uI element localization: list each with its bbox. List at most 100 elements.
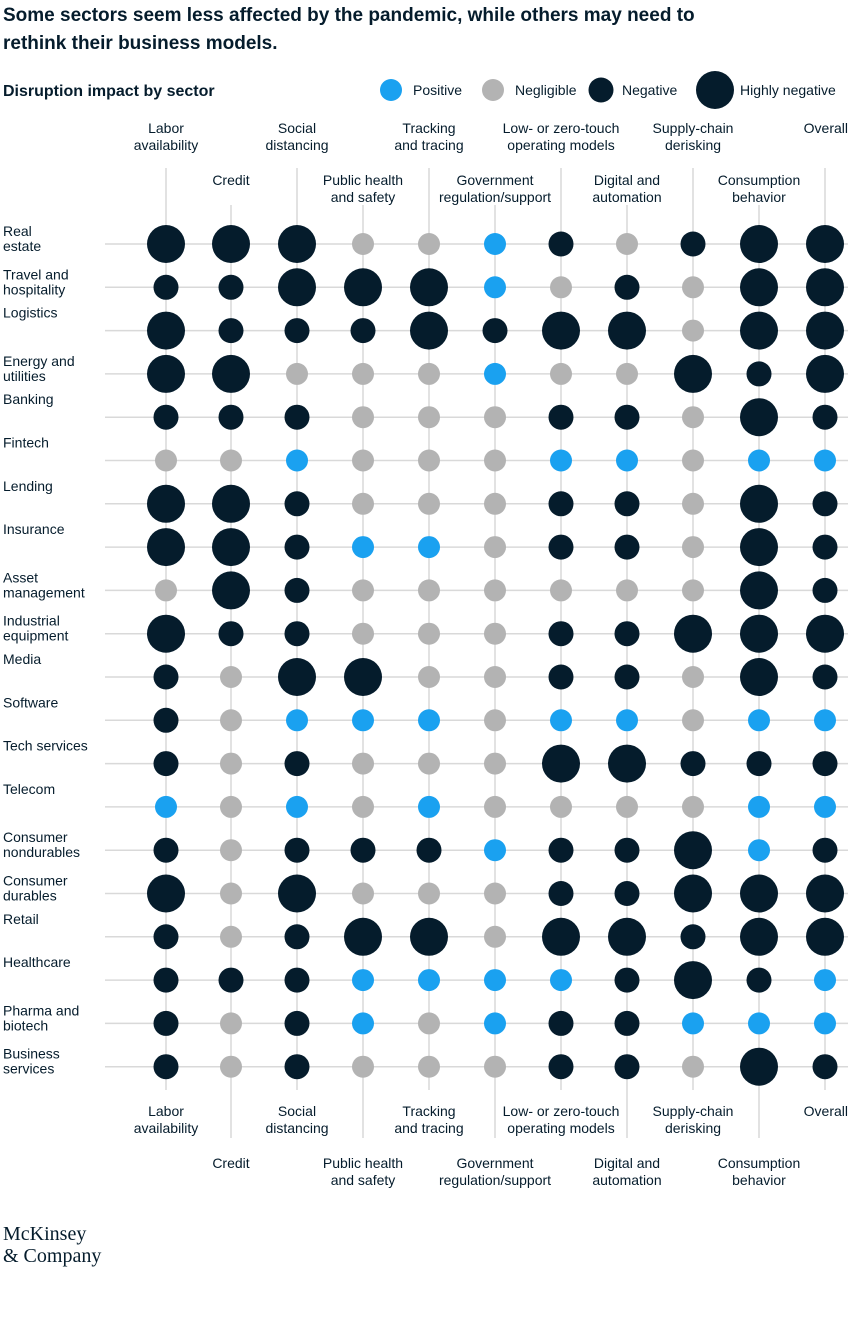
legend-label-negative: Negative [622,82,677,98]
dot-logistics-low-or-zero-touch-operating-models [542,311,580,350]
dot-retail-consumption-behavior [740,917,778,956]
dot-fintech-labor-availability [155,449,177,472]
dot-industrial-equipment-social-distancing [284,621,310,647]
legend-swatch-negative [588,77,614,103]
dot-logistics-labor-availability [147,311,185,350]
dot-consumer-durables-labor-availability [147,874,185,913]
dot-lending-low-or-zero-touch-operating-models [548,491,574,517]
dot-real-estate-supply-chain-derisking [680,231,706,257]
dot-media-tracking-and-tracing [418,666,440,688]
dot-telecom-public-health-and-safety [352,795,374,818]
dot-real-estate-consumption-behavior [740,225,778,263]
dot-fintech-low-or-zero-touch-operating-models [550,449,572,472]
dot-travel-and-hospitality-labor-availability [153,274,179,300]
dot-retail-digital-and-automation [608,917,646,956]
dot-real-estate-labor-availability [147,225,185,263]
dot-logistics-digital-and-automation [608,311,646,350]
dot-retail-labor-availability [153,924,179,950]
dot-industrial-equipment-government-regulation-support [484,622,506,645]
dot-energy-and-utilities-credit [212,354,250,393]
dot-asset-management-tracking-and-tracing [418,579,440,602]
dot-healthcare-tracking-and-tracing [418,969,440,992]
dot-pharma-and-biotech-supply-chain-derisking [682,1012,704,1035]
dot-insurance-credit [212,528,250,567]
dot-energy-and-utilities-public-health-and-safety [352,362,374,385]
dot-industrial-equipment-consumption-behavior [740,614,778,653]
dot-media-labor-availability [153,664,179,690]
dot-lending-digital-and-automation [614,491,640,517]
dot-telecom-supply-chain-derisking [682,795,704,818]
dot-consumer-durables-credit [220,882,242,905]
dot-asset-management-supply-chain-derisking [682,579,704,602]
dot-industrial-equipment-supply-chain-derisking [674,614,712,653]
sector-label-industrial-equipment: Industrial equipment [3,613,68,644]
dot-travel-and-hospitality-supply-chain-derisking [682,276,704,299]
dot-software-social-distancing [286,709,308,732]
dot-retail-social-distancing [284,924,310,950]
dot-fintech-supply-chain-derisking [682,449,704,472]
dot-media-credit [220,666,242,688]
dot-software-credit [220,709,242,732]
column-label-bottom-overall: Overall [804,1103,848,1119]
dot-business-services-tracking-and-tracing [418,1055,440,1078]
column-label-top-government-regulation-support: Government regulation/support [439,172,551,205]
dot-real-estate-digital-and-automation [616,233,638,255]
dot-asset-management-government-regulation-support [484,579,506,602]
dot-tech-services-digital-and-automation [608,744,646,783]
dot-business-services-social-distancing [284,1054,310,1080]
dot-banking-public-health-and-safety [352,406,374,429]
dot-insurance-digital-and-automation [614,534,640,560]
dot-travel-and-hospitality-public-health-and-safety [344,268,382,307]
dot-media-social-distancing [278,658,316,696]
dot-retail-credit [220,925,242,948]
column-label-bottom-labor-availability: Labor availability [134,1103,199,1136]
legend-label-positive: Positive [413,82,462,98]
dot-asset-management-labor-availability [155,579,177,602]
dot-logistics-overall [806,311,844,350]
dot-consumer-durables-government-regulation-support [484,882,506,905]
dot-consumer-nondurables-credit [220,839,242,862]
dot-energy-and-utilities-social-distancing [286,362,308,385]
dot-software-digital-and-automation [616,709,638,732]
dot-software-low-or-zero-touch-operating-models [550,709,572,732]
dot-travel-and-hospitality-tracking-and-tracing [410,268,448,307]
dot-business-services-public-health-and-safety [352,1055,374,1078]
dot-lending-government-regulation-support [484,492,506,515]
dot-consumer-nondurables-tracking-and-tracing [416,837,442,863]
dot-travel-and-hospitality-digital-and-automation [614,274,640,300]
dot-consumer-nondurables-labor-availability [153,837,179,863]
dot-banking-low-or-zero-touch-operating-models [548,404,574,430]
dot-media-public-health-and-safety [344,658,382,696]
dot-consumer-durables-overall [806,874,844,913]
dot-industrial-equipment-overall [806,614,844,653]
dot-logistics-public-health-and-safety [350,318,376,344]
dot-software-labor-availability [153,707,179,733]
dot-healthcare-supply-chain-derisking [674,961,712,1000]
column-label-top-labor-availability: Labor availability [134,120,199,153]
dot-retail-low-or-zero-touch-operating-models [542,917,580,956]
dot-asset-management-consumption-behavior [740,571,778,610]
dot-media-consumption-behavior [740,658,778,696]
dot-travel-and-hospitality-overall [806,268,844,307]
dot-banking-government-regulation-support [484,406,506,429]
column-label-bottom-low-or-zero-touch-operating-models: Low- or zero-touch operating models [503,1103,620,1136]
dot-logistics-credit [218,318,244,344]
dot-lending-public-health-and-safety [352,492,374,515]
dot-pharma-and-biotech-labor-availability [153,1010,179,1036]
sector-label-lending: Lending [3,478,53,494]
dot-fintech-credit [220,449,242,472]
dot-lending-labor-availability [147,484,185,523]
dot-real-estate-social-distancing [278,225,316,263]
dot-banking-social-distancing [284,404,310,430]
sector-label-tech-services: Tech services [3,738,88,754]
dot-business-services-consumption-behavior [740,1047,778,1086]
dot-telecom-credit [220,795,242,818]
dot-healthcare-low-or-zero-touch-operating-models [550,969,572,992]
dot-consumer-durables-consumption-behavior [740,874,778,913]
dot-software-supply-chain-derisking [682,709,704,732]
dot-travel-and-hospitality-social-distancing [278,268,316,307]
column-label-top-consumption-behavior: Consumption behavior [718,172,801,205]
dot-tech-services-overall [812,751,838,777]
column-label-top-overall: Overall [804,120,848,136]
